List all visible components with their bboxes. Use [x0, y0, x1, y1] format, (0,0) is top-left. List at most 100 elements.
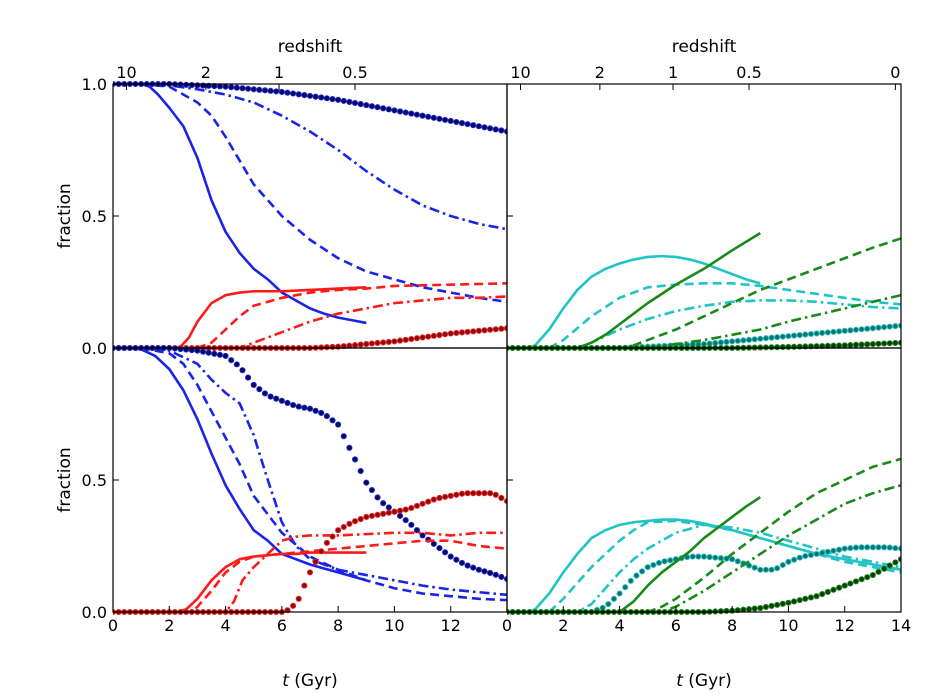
data-point-blue-dotted [222, 352, 229, 359]
data-point-green-dotted [886, 562, 893, 569]
data-point-cyan-dotted [729, 338, 736, 345]
data-point-blue-dotted [335, 96, 342, 103]
data-point-red-dotted [430, 496, 437, 503]
data-point-cyan-dotted [830, 547, 837, 554]
data-point-blue-dotted [436, 115, 443, 122]
series-line-blue-solid [127, 82, 367, 325]
data-point-blue-dotted [301, 404, 308, 411]
data-point-blue-dotted [363, 479, 370, 486]
data-point-blue-dotted [188, 82, 195, 89]
data-point-blue-dotted [498, 573, 505, 580]
data-point-green-dotted [892, 559, 899, 566]
data-point-red-dotted [442, 493, 449, 500]
bottom-left-xlabel: t (Gyr) [282, 671, 338, 691]
data-point-blue-dotted [346, 98, 353, 105]
data-point-blue-dotted [183, 81, 190, 88]
data-point-green-dotted [819, 591, 826, 598]
data-point-red-dotted [464, 328, 471, 335]
x-tick-label: 4 [220, 616, 230, 635]
data-point-blue-dotted [475, 566, 482, 573]
data-point-red-dotted [363, 340, 370, 348]
xlabel-units: (Gyr) [289, 671, 338, 691]
data-point-cyan-dotted [852, 326, 860, 333]
data-point-red-dotted [312, 558, 319, 565]
data-point-red-dotted [487, 326, 494, 333]
data-point-cyan-dotted [802, 331, 809, 338]
data-point-red-dotted [419, 334, 426, 341]
y-tick-label: 1.0 [82, 75, 107, 94]
data-point-red-dotted [487, 490, 494, 497]
data-point-blue-dotted [487, 569, 494, 576]
x-tick-label: 8 [727, 616, 737, 635]
data-point-cyan-dotted [751, 336, 758, 343]
data-point-blue-dotted [329, 417, 336, 424]
data-point-red-dotted [470, 328, 477, 335]
data-point-cyan-dotted [796, 332, 803, 339]
data-point-cyan-dotted [745, 562, 753, 569]
data-point-blue-dotted [306, 92, 314, 99]
redshift-tick-label: 10 [510, 63, 530, 82]
data-point-blue-dotted [273, 395, 280, 402]
data-point-green-dotted [830, 586, 837, 593]
data-point-red-dotted [346, 520, 353, 527]
data-point-red-dotted [436, 332, 443, 339]
data-point-cyan-dotted [802, 552, 809, 560]
data-point-green-dotted [791, 598, 798, 605]
data-point-cyan-dotted [751, 564, 758, 571]
redshift-tick-label: 1 [668, 63, 678, 82]
data-point-red-dotted [447, 492, 454, 499]
data-point-blue-dotted [470, 122, 477, 129]
data-point-cyan-dotted [779, 333, 786, 340]
data-point-red-dotted [380, 339, 387, 346]
data-point-green-dotted [852, 578, 860, 585]
data-point-green-dotted [858, 341, 865, 348]
data-point-green-dotted [852, 341, 860, 348]
data-point-blue-dotted [351, 456, 359, 463]
data-point-blue-dotted [408, 521, 415, 528]
data-point-blue-dotted [318, 409, 325, 416]
data-point-green-dotted [745, 606, 753, 613]
data-point-blue-dotted [442, 116, 449, 123]
data-point-blue-dotted [284, 399, 291, 406]
redshift-tick-label: 0.5 [342, 63, 367, 82]
data-point-green-dotted [836, 584, 843, 591]
data-point-blue-dotted [363, 102, 370, 109]
data-point-green-dotted [864, 341, 871, 348]
data-point-cyan-dotted [869, 325, 876, 332]
data-point-blue-dotted [323, 413, 330, 420]
data-point-red-dotted [408, 504, 415, 512]
data-point-green-dotted [869, 571, 876, 579]
data-point-cyan-dotted [819, 549, 826, 556]
data-point-cyan-dotted [813, 550, 820, 557]
data-point-blue-dotted [228, 84, 235, 91]
data-point-green-dotted [757, 604, 764, 612]
series-blue-dotted [113, 344, 507, 583]
data-point-blue-dotted [290, 90, 297, 97]
data-point-red-dotted [295, 595, 302, 602]
series-line-green-solid [507, 496, 762, 614]
data-point-red-dotted [402, 506, 409, 513]
data-point-blue-dotted [245, 374, 252, 381]
series-line-green-dashdot [507, 484, 901, 614]
data-point-blue-dotted [250, 381, 257, 389]
data-point-red-dotted [492, 326, 499, 333]
data-point-red-dotted [475, 490, 482, 497]
data-point-green-dotted [847, 342, 854, 349]
data-point-red-dotted [458, 329, 466, 336]
data-point-red-dotted [442, 331, 449, 338]
data-point-green-dotted [892, 339, 899, 347]
data-point-red-dotted [335, 527, 342, 534]
data-point-cyan-dotted [712, 554, 719, 561]
data-point-red-dotted [447, 330, 454, 337]
data-point-blue-dotted [351, 99, 359, 107]
data-point-green-dotted [841, 582, 848, 589]
data-point-red-dotted [385, 338, 392, 345]
data-point-green-dotted [824, 588, 831, 595]
data-point-blue-dotted [273, 88, 280, 95]
data-point-cyan-dotted [717, 555, 724, 562]
data-point-red-dotted [458, 490, 466, 497]
data-point-cyan-dotted [689, 553, 696, 560]
y-tick-label: 0.5 [82, 207, 107, 226]
redshift-tick-label: 0.5 [736, 63, 761, 82]
data-point-blue-dotted [194, 347, 201, 354]
